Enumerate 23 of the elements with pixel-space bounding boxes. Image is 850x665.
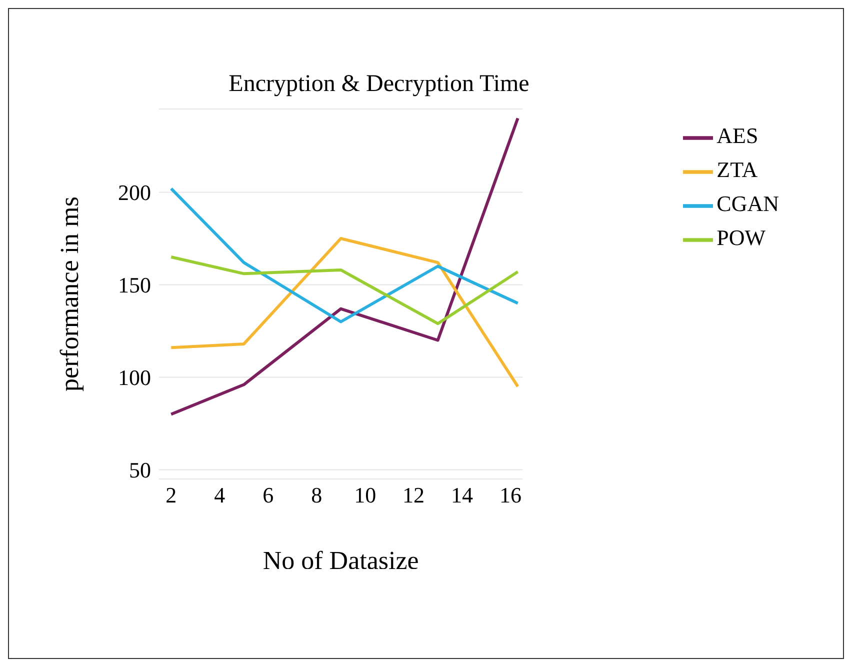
x-tick-label: 10: [354, 482, 376, 508]
line-series: [170, 237, 520, 388]
legend-label: AES: [716, 123, 758, 148]
x-tick-label: 8: [311, 482, 322, 508]
x-tick-label: 2: [166, 482, 177, 508]
line-series: [170, 187, 520, 324]
y-axis-title: performance in ms: [55, 196, 84, 392]
y-tick-label: 100: [118, 365, 151, 390]
x-tick-label: 4: [214, 482, 226, 508]
y-tick-label: 50: [129, 458, 151, 483]
x-axis-title: No of Datasize: [262, 546, 419, 575]
x-tick-label: 12: [402, 482, 425, 508]
x-tick-label: 16: [500, 482, 522, 508]
y-tick-label: 200: [118, 180, 151, 206]
y-tick-label: 150: [118, 272, 151, 298]
x-tick-label: 14: [451, 482, 474, 508]
legend-label: POW: [716, 225, 766, 250]
chart-title: Encryption & Decryption Time: [228, 71, 530, 98]
x-tick-label: 6: [262, 482, 274, 508]
line-series: [170, 256, 520, 326]
line-series: [170, 116, 520, 416]
legend-label: ZTA: [716, 157, 758, 182]
legend-label: CGAN: [716, 191, 779, 216]
